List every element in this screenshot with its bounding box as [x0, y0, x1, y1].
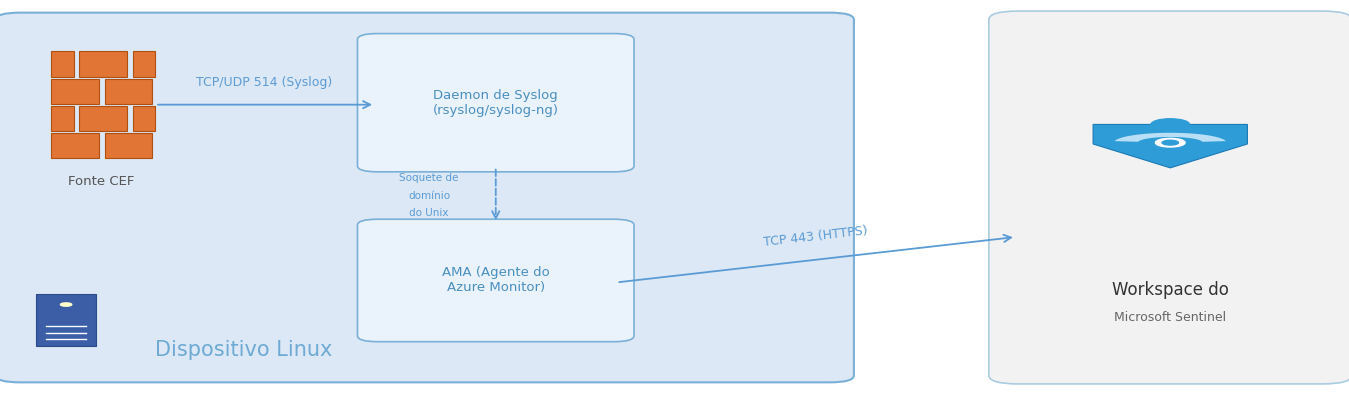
Text: domínio: domínio [407, 190, 451, 201]
Text: Workspace do: Workspace do [1112, 281, 1229, 299]
Bar [104, 133, 152, 158]
Bar [132, 106, 155, 131]
Polygon shape [1114, 133, 1226, 142]
Polygon shape [1093, 124, 1248, 168]
Bar [132, 51, 155, 77]
Bar [80, 106, 127, 131]
FancyBboxPatch shape [36, 294, 96, 346]
Circle shape [1156, 138, 1186, 147]
FancyBboxPatch shape [357, 219, 634, 342]
Circle shape [1151, 119, 1190, 130]
FancyBboxPatch shape [357, 34, 634, 172]
Text: Fonte CEF: Fonte CEF [67, 175, 135, 188]
Circle shape [1161, 140, 1179, 145]
Text: Soquete de: Soquete de [399, 173, 459, 183]
Bar [51, 79, 100, 103]
Text: Dispositivo Linux: Dispositivo Linux [155, 340, 332, 359]
Text: AMA (Agente do
Azure Monitor): AMA (Agente do Azure Monitor) [442, 267, 549, 294]
Circle shape [61, 303, 71, 306]
FancyBboxPatch shape [989, 11, 1349, 384]
Bar [51, 106, 74, 131]
Text: do Unix: do Unix [409, 208, 449, 218]
FancyBboxPatch shape [0, 13, 854, 382]
Bar [104, 79, 152, 103]
Bar [80, 51, 127, 77]
Text: Daemon de Syslog
(rsyslog/syslog-ng): Daemon de Syslog (rsyslog/syslog-ng) [433, 89, 558, 117]
Bar [51, 51, 74, 77]
Text: TCP 443 (HTTPS): TCP 443 (HTTPS) [762, 224, 869, 249]
Text: Microsoft Sentinel: Microsoft Sentinel [1114, 312, 1226, 324]
Bar [51, 133, 100, 158]
Text: TCP/UDP 514 (Syslog): TCP/UDP 514 (Syslog) [196, 76, 333, 89]
